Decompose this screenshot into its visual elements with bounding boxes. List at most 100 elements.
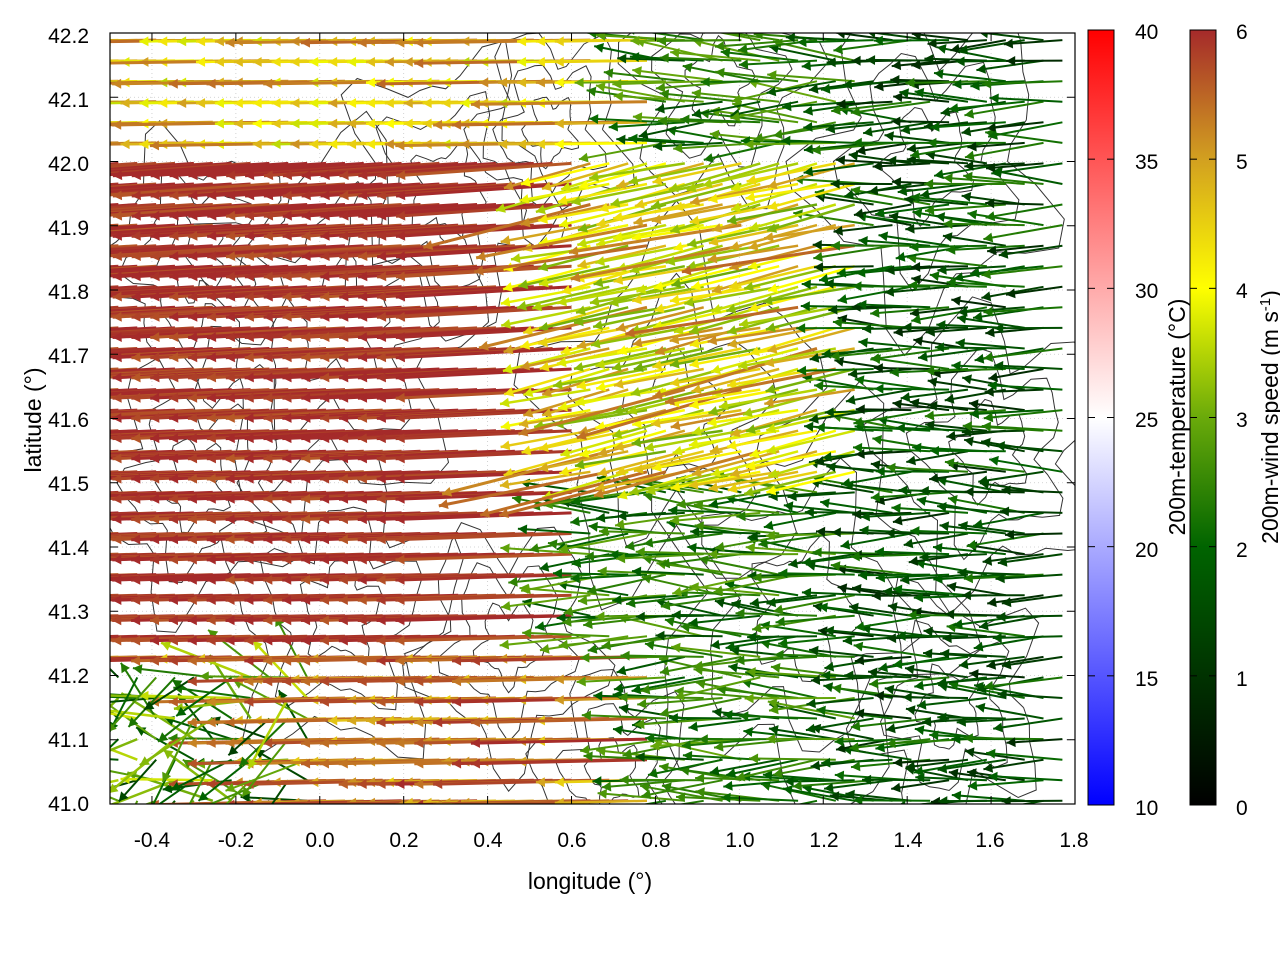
wind-vector-head [37,636,46,646]
wind-vector-head [762,770,773,781]
wind-vector-head [955,338,965,349]
wind-vector-head [542,387,553,397]
wind-vector-head [612,429,623,439]
wind-vector-head [225,595,235,605]
wind-vector-head [339,311,349,322]
wind-vector-head [263,170,274,181]
wind-vector-head [615,466,626,476]
wind-vector [910,195,988,206]
wind-vector-head [999,506,1010,517]
wind-vector [617,57,685,62]
wind-vector [254,749,308,782]
wind-vector-head [905,77,915,88]
wind-vector [613,94,704,103]
wind-vector [861,626,931,638]
wind-vector-head [131,372,141,383]
wind-vector-head [560,447,571,458]
wind-vector-head [563,606,574,617]
wind-vector-head [669,334,680,345]
wind-vector-head [290,98,300,108]
wind-vector-head [37,494,46,504]
wind-vector-head [225,453,235,464]
wind-vector [668,716,742,720]
wind-vector-head [927,38,937,49]
wind-vector-head [225,738,235,748]
wind-vector [945,613,1006,617]
wind-vector-head [576,380,587,390]
wind-vector-head [207,230,217,241]
wind-vector-head [244,311,254,322]
wind-vector [899,91,969,103]
wind-vector-head [554,777,564,788]
wind-vector-head [783,785,793,795]
wind-vector-head [301,291,311,302]
wind-vector [666,128,742,144]
wind-vector [132,667,213,679]
wind-vector-head [715,41,725,51]
wind-vector-head [689,215,700,226]
wind-vector [989,458,1063,473]
wind-vector-head [347,777,357,788]
wind-vector-head [981,291,992,302]
wind-vector-head [187,635,197,646]
wind-vector-head [855,404,865,415]
wind-vector [963,438,1025,453]
wind-vector [731,102,818,124]
wind-vector-head [996,611,1006,622]
wind-vector [522,306,610,334]
wind-vector [850,717,931,729]
wind-vector-head [476,251,486,262]
wind-vector-head [674,690,685,701]
wind-vector-head [911,33,921,40]
wind-vector-head [56,393,65,403]
wind-vector [554,799,648,804]
wind-vector-head [804,421,814,432]
wind-vector-head [442,487,453,497]
wind-vector-head [739,318,749,329]
wind-vector-head [453,799,461,804]
wind-vector-head [319,738,329,748]
wind-vector [946,625,1025,638]
wind-vector-head [853,208,864,219]
wind-vector [690,264,780,289]
wind-vector-head [120,98,130,108]
wind-vector-head [686,182,697,193]
wind-vector-head [665,256,676,266]
wind-vector-head [767,698,778,709]
wind-vector-head [498,139,508,150]
wind-vector-head [871,590,881,601]
wind-vector [870,306,950,315]
wind-vector-head [691,384,702,394]
wind-vector-head [970,268,980,278]
wind-vector-head [384,118,394,129]
wind-vector-head [338,534,348,545]
wind-vector-head [708,549,718,560]
wind-vector-head [301,332,311,342]
wind-vector-head [395,392,405,403]
wind-vector-head [244,271,255,282]
wind-vector [766,429,855,454]
wind-vector [935,214,1006,227]
wind-vector-head [358,251,368,261]
wind-vector-head [395,453,405,464]
wind-vector-head [670,48,680,58]
wind-vector [986,751,1063,761]
wind-vector-head [942,633,952,644]
wind-vector-head [994,360,1004,371]
wind-vector-head [282,493,292,504]
wind-vector-head [712,707,722,718]
wind-vector [608,285,704,306]
wind-vector-head [18,251,27,261]
wind-vector [766,203,856,232]
wind-vector-head [908,280,918,291]
wind-vector-head [132,664,143,675]
wind-vector-head [206,615,216,626]
wind-vector-head [518,427,529,437]
wind-vector [595,347,686,368]
wind-vector [767,264,856,292]
wind-vector-head [815,422,825,433]
wind-vector-head [973,519,983,530]
wind-vector-head [801,60,811,71]
wind-vector [973,635,1044,650]
wind-vector-head [523,387,534,397]
